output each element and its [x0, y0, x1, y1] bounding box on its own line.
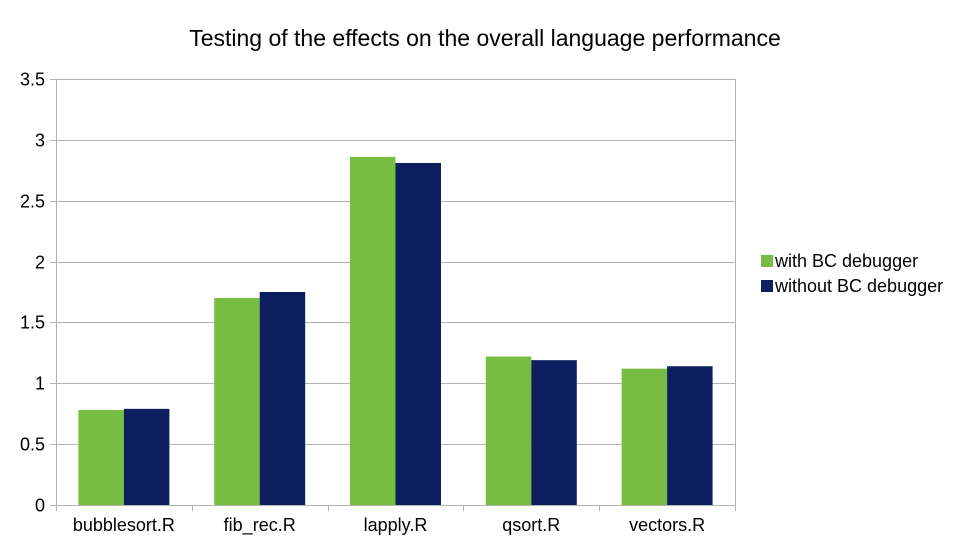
y-tick-label: 0 [35, 496, 45, 516]
bar [667, 366, 713, 505]
y-tick-label: 3.5 [20, 70, 45, 90]
y-axis-tick-labels: 0 0.5 1 1.5 2 2.5 3 3.5 [20, 70, 45, 516]
bar [259, 292, 306, 505]
bar [350, 156, 396, 505]
x-category-label: bubblesort.R [73, 515, 175, 535]
legend-label: with BC debugger [774, 251, 918, 271]
chart-title: Testing of the effects on the overall la… [189, 25, 781, 51]
bar [395, 162, 441, 506]
x-category-label: fib_rec.R [224, 515, 296, 536]
bar [123, 408, 170, 505]
x-category-label: qsort.R [502, 515, 560, 535]
y-tick-label: 2 [35, 253, 45, 273]
y-tick-label: 1.5 [20, 313, 45, 333]
bar [621, 368, 668, 505]
legend-label: without BC debugger [774, 276, 943, 296]
bar [78, 410, 124, 505]
bar [214, 298, 260, 505]
x-category-label: lapply.R [364, 515, 428, 535]
bars [78, 156, 713, 506]
axes [56, 79, 736, 511]
y-tick-label: 0.5 [20, 435, 45, 455]
y-tick-label: 1 [35, 374, 45, 394]
bar [531, 360, 577, 505]
legend-swatch [761, 280, 773, 292]
x-category-label: vectors.R [629, 515, 705, 535]
legend: with BC debugger without BC debugger [761, 251, 943, 296]
y-tick-label: 2.5 [20, 192, 45, 212]
x-axis-category-labels: bubblesort.R fib_rec.R lapply.R qsort.R vect… [73, 515, 705, 536]
bar [485, 356, 532, 505]
legend-swatch [761, 255, 773, 267]
y-tick-label: 3 [35, 131, 45, 151]
